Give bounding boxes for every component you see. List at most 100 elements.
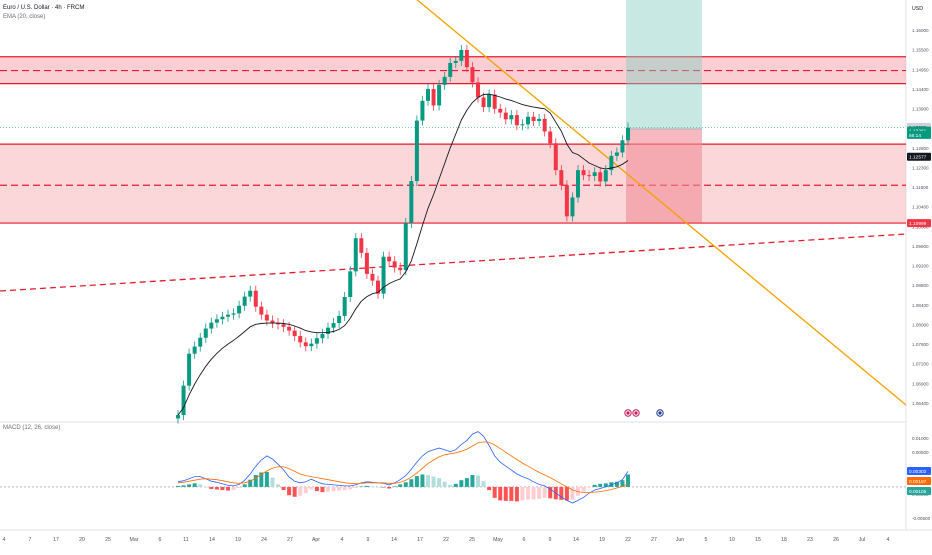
macd-histogram-bar <box>398 484 403 487</box>
candle-body <box>564 185 569 217</box>
price-tag <box>907 219 931 228</box>
candle-body <box>303 342 308 347</box>
long-position-target-area <box>626 0 702 129</box>
candle-body <box>559 170 564 186</box>
macd-histogram-bar <box>176 485 180 487</box>
rising-support-line <box>0 233 907 292</box>
macd-histogram-bar <box>248 479 253 487</box>
candle-body <box>198 337 203 347</box>
candle-body <box>398 267 403 271</box>
macd-histogram-bar <box>476 475 480 487</box>
candle-body <box>481 97 486 108</box>
price-tick-label: 1.14400 <box>912 87 929 92</box>
candle-body <box>281 324 286 327</box>
macd-histogram-bar <box>403 482 408 487</box>
macd-histogram-bar <box>598 483 603 487</box>
price-tag-label: 56:14 <box>909 133 921 139</box>
descending-trendline <box>416 0 907 406</box>
candle-body <box>531 116 536 121</box>
macd-histogram-bar <box>203 486 208 488</box>
candle-body <box>231 313 236 315</box>
macd-histogram-bar <box>492 486 497 498</box>
macd-histogram-bar <box>359 486 364 488</box>
macd-signal-line <box>177 441 629 494</box>
candle-body <box>520 124 525 126</box>
candle-body <box>487 94 492 108</box>
candle-body <box>614 152 619 156</box>
macd-histogram-bar <box>470 475 475 487</box>
macd-histogram-bar <box>520 486 525 501</box>
price-tag <box>907 152 931 161</box>
macd-histogram-bar <box>187 484 192 487</box>
candle-body <box>337 315 342 324</box>
macd-histogram-bar <box>259 472 264 487</box>
macd-histogram-bar <box>348 486 353 490</box>
candle-body <box>214 319 219 323</box>
candle-body <box>326 327 330 334</box>
time-axis-label: 17 <box>417 537 423 543</box>
candle-body <box>592 172 597 177</box>
time-axis-label: Mar <box>130 537 139 543</box>
candle-body <box>359 238 364 253</box>
macd-value-tag-label: 0.00197 <box>909 479 927 485</box>
candle-body <box>314 338 319 344</box>
candle-body <box>370 273 375 281</box>
time-axis-label: 14 <box>209 537 215 543</box>
candle-body <box>409 181 414 224</box>
price-tick-label: 1.08400 <box>912 303 929 308</box>
macd-tick-label: 0.00500 <box>912 450 929 455</box>
macd-histogram-bar <box>353 486 358 488</box>
time-axis-label: 26 <box>833 537 839 543</box>
price-tick-label: 1.07200 <box>912 362 929 367</box>
candle-body <box>537 118 542 121</box>
macd-legend: MACD (12, 26, close) <box>3 425 61 431</box>
macd-histogram-bar <box>231 486 236 491</box>
candle-body <box>242 296 247 306</box>
candle-body <box>276 323 280 325</box>
macd-histogram-bar <box>331 486 336 492</box>
candle-body <box>414 120 419 182</box>
candle-body <box>309 343 314 347</box>
macd-histogram-bar <box>548 486 553 499</box>
time-axis-label: 6 <box>523 537 526 543</box>
macd-histogram-bar <box>498 486 503 501</box>
candle-body <box>253 290 258 307</box>
macd-histogram-bar <box>337 486 342 491</box>
macd-value-tag <box>907 467 931 475</box>
candle-body <box>626 127 630 141</box>
candle-body <box>353 238 358 272</box>
price-tick-label: 1.07600 <box>912 342 929 347</box>
time-axis-label: 27 <box>287 537 293 543</box>
macd-histogram-bar <box>542 486 547 498</box>
candle-body <box>248 290 253 297</box>
macd-histogram-bar <box>431 476 436 487</box>
time-axis-label: 27 <box>651 537 657 543</box>
macd-histogram-bar <box>226 486 230 491</box>
candle-body <box>320 333 325 339</box>
macd-histogram-bar <box>309 486 314 490</box>
time-axis-label: 6 <box>159 537 162 543</box>
candle-body <box>203 328 208 338</box>
symbol-title: Euro / U.S. Dollar · 4h · FRCM <box>3 5 85 11</box>
price-tag-label: 1.10999 <box>909 221 927 227</box>
macd-value-tag <box>907 487 931 495</box>
price-currency-label: USD <box>912 6 923 12</box>
time-axis-label: 4 <box>3 537 6 543</box>
macd-histogram-bar <box>559 486 564 500</box>
time-axis-label: 9 <box>549 537 552 543</box>
time-axis-label: 15 <box>755 537 761 543</box>
macd-line <box>177 431 629 504</box>
macd-histogram-bar <box>414 476 419 487</box>
candle-body <box>470 67 475 83</box>
candle-body <box>581 170 586 176</box>
macd-histogram-bar <box>614 481 619 487</box>
macd-histogram-bar <box>181 485 186 487</box>
macd-histogram-bar <box>326 486 330 492</box>
macd-histogram-bar <box>342 486 347 491</box>
macd-histogram-bar <box>531 486 536 500</box>
candle-body <box>287 326 292 331</box>
time-axis-label: 5 <box>705 537 708 543</box>
